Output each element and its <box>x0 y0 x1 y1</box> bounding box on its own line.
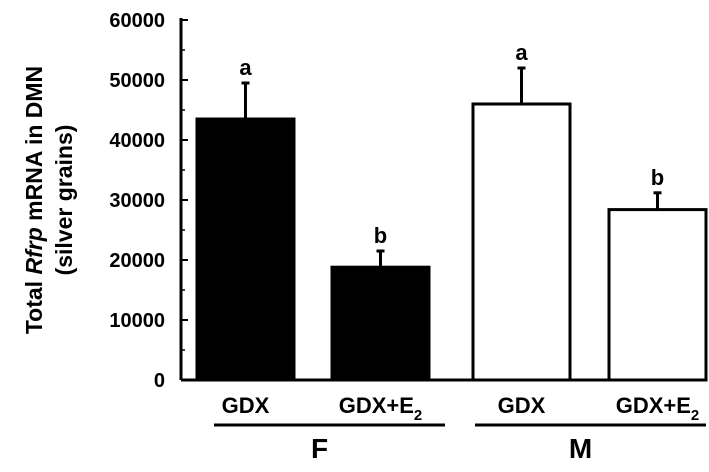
y-tick-label: 30000 <box>109 190 165 212</box>
x-category-label: GDX+E2 <box>339 393 423 424</box>
group-label: M <box>569 433 592 464</box>
y-tick-label: 60000 <box>109 10 165 32</box>
significance-label: b <box>374 223 387 248</box>
y-tick-label: 50000 <box>109 70 165 92</box>
significance-label: a <box>239 55 252 80</box>
significance-label: a <box>515 40 528 65</box>
y-tick-label: 10000 <box>109 310 165 332</box>
y-axis-label-line1: Total Rfrp mRNA in DMN <box>21 66 47 334</box>
y-axis-label: Total Rfrp mRNA in DMN (silver grains) <box>21 66 77 334</box>
x-axis-labels: GDX GDX+E2 GDX GDX+E2 F M <box>214 393 706 464</box>
y-tick-label: 20000 <box>109 250 165 272</box>
y-tick-label: 0 <box>154 370 165 392</box>
x-category-label: GDX <box>498 393 546 418</box>
y-axis-label-line2: (silver grains) <box>51 125 77 276</box>
group-label: F <box>311 433 328 464</box>
y-axis-ticks: 0 10000 20000 30000 40000 50000 60000 <box>109 10 188 392</box>
bar <box>195 117 296 382</box>
x-category-label: GDX+E2 <box>616 393 700 424</box>
bars: a b a b <box>195 40 708 382</box>
significance-label: b <box>651 165 664 190</box>
bar <box>471 102 572 382</box>
y-tick-label: 40000 <box>109 130 165 152</box>
x-category-label: GDX <box>222 393 270 418</box>
bar <box>330 265 431 382</box>
bar <box>607 208 708 382</box>
